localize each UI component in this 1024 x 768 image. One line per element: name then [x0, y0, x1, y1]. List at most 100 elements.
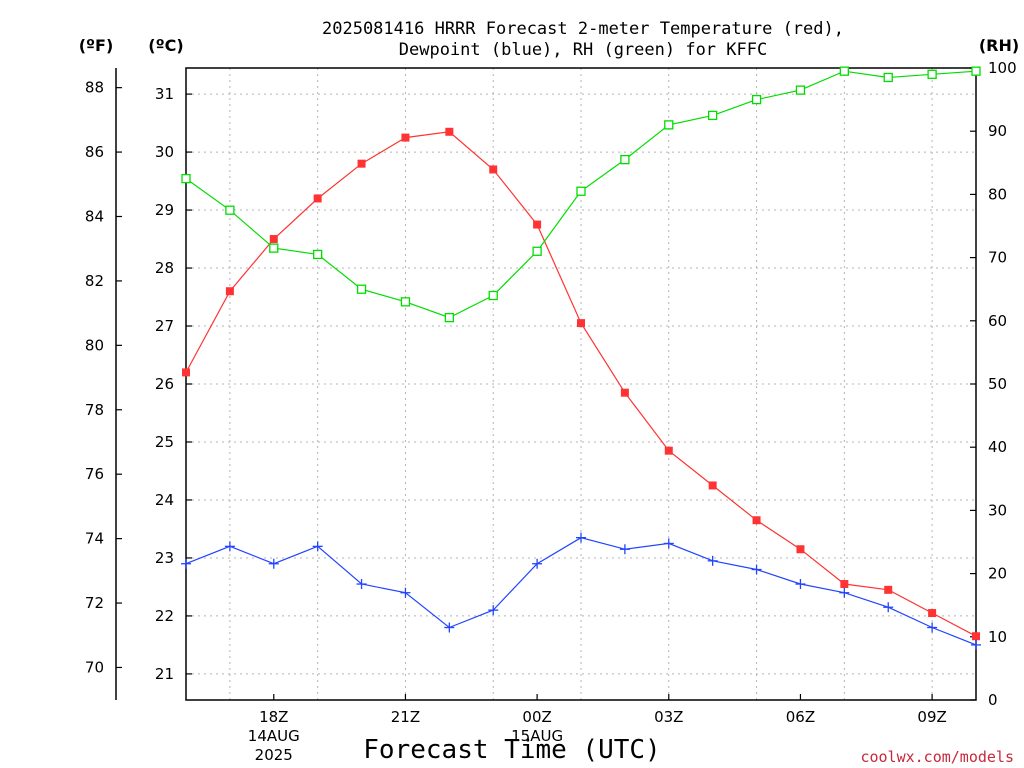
data-point [533, 220, 542, 229]
chart-title-line2: Dewpoint (blue), RH (green) for KFFC [399, 40, 767, 60]
data-point [620, 154, 630, 165]
data-point [752, 516, 761, 525]
data-point [971, 66, 981, 76]
data-series [181, 66, 981, 650]
data-point [444, 622, 455, 633]
data-point [883, 602, 894, 613]
data-point [489, 165, 498, 174]
rh-tick-label: 60 [988, 312, 1007, 330]
rh-unit-label: (RH) [979, 36, 1019, 55]
celsius-tick-label: 28 [155, 259, 174, 277]
celsius-tick-label: 30 [155, 143, 174, 161]
data-point [313, 249, 323, 260]
data-point [664, 120, 674, 130]
data-point [576, 532, 586, 543]
data-point [707, 555, 718, 566]
grid-lines [186, 68, 976, 700]
rh-tick-label: 90 [988, 122, 1007, 140]
x-tick-label: 18Z [259, 708, 288, 726]
series-temperature [182, 127, 980, 641]
data-point [839, 587, 850, 598]
data-point [181, 173, 191, 184]
data-point [400, 587, 411, 598]
x-tick-label: 03Z [654, 708, 683, 726]
data-point [312, 541, 323, 552]
fahrenheit-tick-label: 70 [85, 658, 104, 676]
rh-tick-label: 10 [988, 628, 1007, 646]
data-point [839, 66, 849, 76]
data-point [664, 446, 673, 455]
data-point [269, 243, 279, 253]
rh-tick-label: 100 [988, 59, 1017, 77]
data-point [577, 319, 585, 328]
rh-tick-label: 30 [988, 501, 1007, 519]
rh-tick-label: 20 [988, 565, 1007, 583]
data-point [883, 72, 893, 83]
plot-frame [185, 67, 977, 701]
fahrenheit-tick-label: 88 [85, 79, 104, 97]
data-point [972, 632, 980, 641]
data-point [181, 558, 191, 569]
rh-tick-label: 0 [988, 691, 998, 709]
credit-text: coolwx.com/models [860, 748, 1014, 766]
data-point [795, 579, 806, 590]
data-point [751, 564, 762, 575]
celsius-tick-label: 26 [155, 375, 174, 393]
x-tick-label: 15AUG [511, 727, 563, 745]
data-point [357, 159, 366, 168]
data-point [751, 94, 762, 105]
x-axis-label: Forecast Time (UTC) [363, 735, 660, 765]
data-point [532, 246, 542, 256]
rh-tick-label: 40 [988, 438, 1007, 456]
data-point [268, 558, 279, 569]
rh-tick-label: 50 [988, 375, 1007, 393]
series-relative-humidity [181, 66, 981, 323]
data-point [708, 481, 717, 490]
data-point [928, 609, 937, 618]
celsius-tick-label: 21 [155, 665, 174, 683]
data-point [356, 284, 367, 294]
chart-title-line1: 2025081416 HRRR Forecast 2-meter Tempera… [322, 19, 844, 39]
celsius-tick-label: 25 [155, 433, 174, 451]
fahrenheit-tick-label: 86 [85, 143, 104, 161]
data-point [444, 312, 454, 323]
data-point [313, 194, 322, 203]
data-point [795, 85, 806, 95]
series-dewpoint [181, 532, 981, 650]
data-point [400, 297, 411, 307]
axes: 70 72 74 76 78 80 82 84 86 88 21 22 23 24 25 26 27 28 29 30… [85, 59, 1017, 709]
data-point [182, 368, 190, 377]
rh-tick-label: 80 [988, 185, 1007, 203]
x-tick-label: 2025 [255, 746, 293, 764]
celsius-tick-label: 27 [155, 317, 174, 335]
data-point [708, 110, 718, 121]
x-tick-label: 06Z [786, 708, 815, 726]
fahrenheit-tick-label: 74 [85, 530, 104, 548]
data-point [663, 538, 674, 549]
data-point [796, 545, 805, 554]
celsius-tick-label: 22 [155, 607, 174, 625]
fahrenheit-tick-label: 76 [85, 465, 104, 483]
fahrenheit-tick-label: 80 [85, 336, 104, 354]
celsius-tick-label: 23 [155, 549, 174, 567]
data-point [225, 287, 234, 296]
fahrenheit-tick-label: 72 [85, 594, 104, 612]
data-point [224, 541, 235, 552]
x-tick-label: 00Z [522, 708, 551, 726]
data-point [225, 205, 235, 215]
celsius-tick-label: 29 [155, 201, 174, 219]
data-point [619, 544, 630, 555]
data-point [840, 580, 849, 589]
celsius-tick-label: 24 [155, 491, 174, 509]
data-point [532, 558, 543, 569]
data-point [488, 605, 499, 616]
data-point [971, 639, 981, 650]
fahrenheit-unit-label: (ºF) [79, 36, 114, 55]
fahrenheit-tick-label: 84 [85, 207, 104, 225]
data-point [269, 235, 278, 244]
celsius-unit-label: (ºC) [148, 36, 183, 55]
data-point [927, 622, 938, 633]
fahrenheit-tick-label: 82 [85, 272, 104, 290]
